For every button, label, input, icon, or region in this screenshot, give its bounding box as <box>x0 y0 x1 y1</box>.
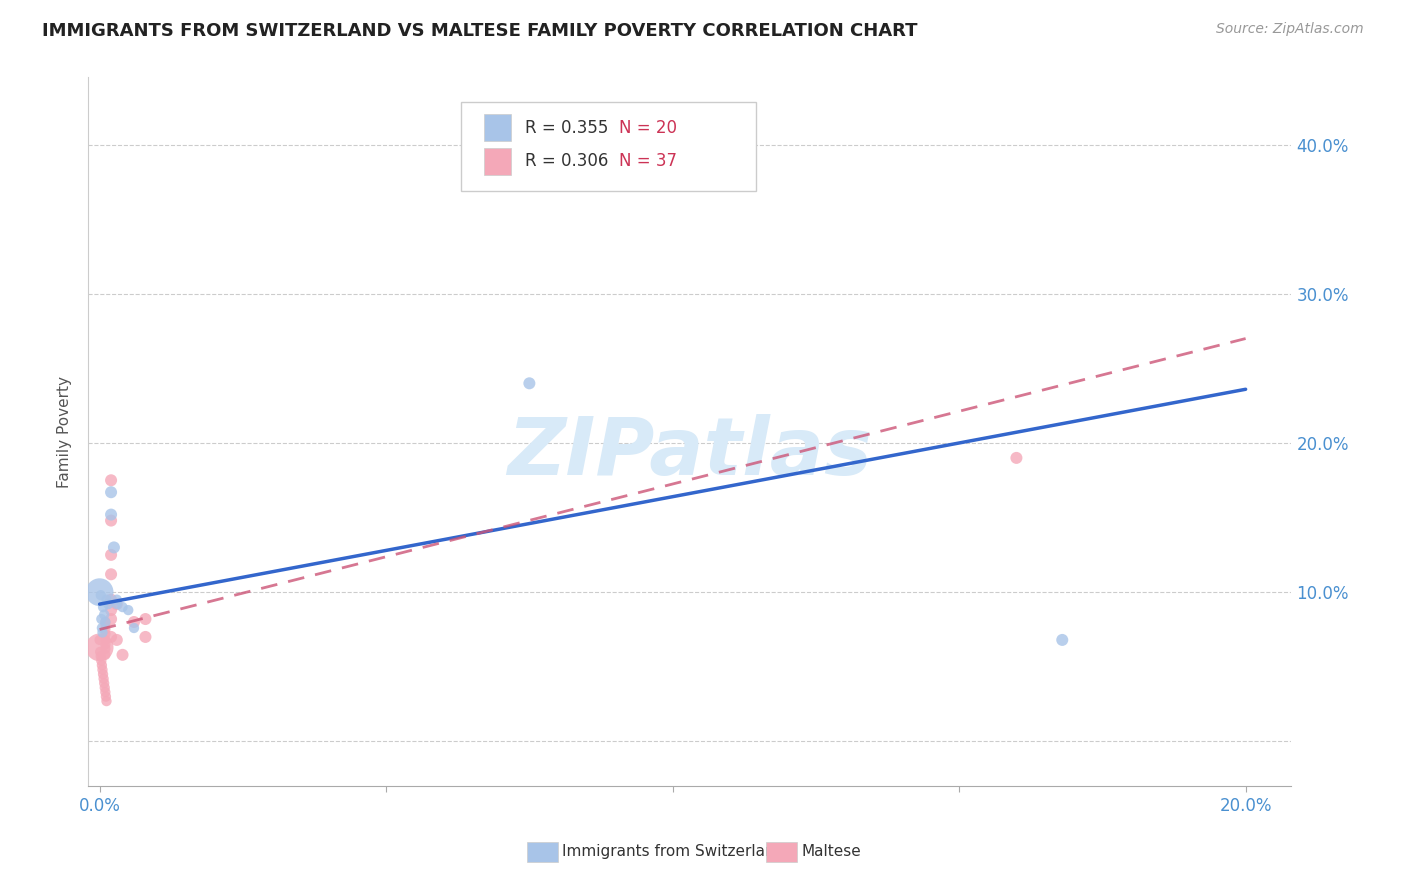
Point <box>91 667 114 681</box>
Point <box>96 694 118 708</box>
Point <box>93 676 115 690</box>
Point <box>89 585 111 599</box>
Point <box>100 508 122 522</box>
FancyBboxPatch shape <box>461 103 756 191</box>
Point <box>100 630 122 644</box>
Point <box>94 637 117 651</box>
Point <box>90 654 112 668</box>
Text: ZIPatlas: ZIPatlas <box>508 414 872 492</box>
Point <box>96 592 118 607</box>
Point <box>91 663 114 677</box>
Point <box>93 672 115 686</box>
Point <box>117 603 139 617</box>
Point <box>134 612 156 626</box>
Point <box>89 640 111 655</box>
Point <box>111 648 134 662</box>
Text: IMMIGRANTS FROM SWITZERLAND VS MALTESE FAMILY POVERTY CORRELATION CHART: IMMIGRANTS FROM SWITZERLAND VS MALTESE F… <box>42 22 918 40</box>
Point <box>94 648 117 662</box>
Point <box>94 627 117 641</box>
Point <box>1052 632 1074 647</box>
Point <box>89 632 111 647</box>
Point <box>94 685 117 699</box>
Point <box>122 621 145 635</box>
Point <box>1005 450 1028 465</box>
Text: Maltese: Maltese <box>801 845 860 859</box>
Point <box>100 473 122 487</box>
Point <box>519 376 541 391</box>
Point <box>100 612 122 626</box>
Point <box>105 632 128 647</box>
Point <box>94 623 117 637</box>
Point <box>90 588 112 602</box>
Point <box>91 625 114 640</box>
Point <box>91 600 114 615</box>
Point <box>105 597 128 611</box>
Point <box>94 615 117 629</box>
Point <box>97 597 120 611</box>
Text: Immigrants from Switzerland: Immigrants from Switzerland <box>562 845 785 859</box>
Point <box>90 621 112 635</box>
Point <box>105 597 128 611</box>
Point <box>93 607 115 622</box>
Point <box>100 567 122 582</box>
Text: R = 0.355: R = 0.355 <box>524 119 609 136</box>
Point <box>90 658 112 673</box>
Point <box>89 645 111 659</box>
Point <box>105 592 128 607</box>
Text: N = 37: N = 37 <box>619 152 676 170</box>
Text: N = 20: N = 20 <box>619 119 676 136</box>
Text: R = 0.306: R = 0.306 <box>524 152 609 170</box>
Point <box>111 600 134 615</box>
Point <box>90 649 112 664</box>
Point <box>134 630 156 644</box>
Point <box>94 681 117 695</box>
Point <box>100 592 122 607</box>
Point <box>100 548 122 562</box>
Point <box>94 618 117 632</box>
Point <box>100 485 122 500</box>
Point <box>100 514 122 528</box>
Point <box>94 632 117 647</box>
FancyBboxPatch shape <box>484 147 510 175</box>
Text: Source: ZipAtlas.com: Source: ZipAtlas.com <box>1216 22 1364 37</box>
Point <box>122 615 145 629</box>
Point <box>94 641 117 656</box>
Y-axis label: Family Poverty: Family Poverty <box>58 376 72 488</box>
Point <box>103 541 125 555</box>
FancyBboxPatch shape <box>484 114 510 141</box>
Point <box>94 690 117 704</box>
Point <box>94 615 117 629</box>
Point <box>100 603 122 617</box>
Point <box>90 612 112 626</box>
